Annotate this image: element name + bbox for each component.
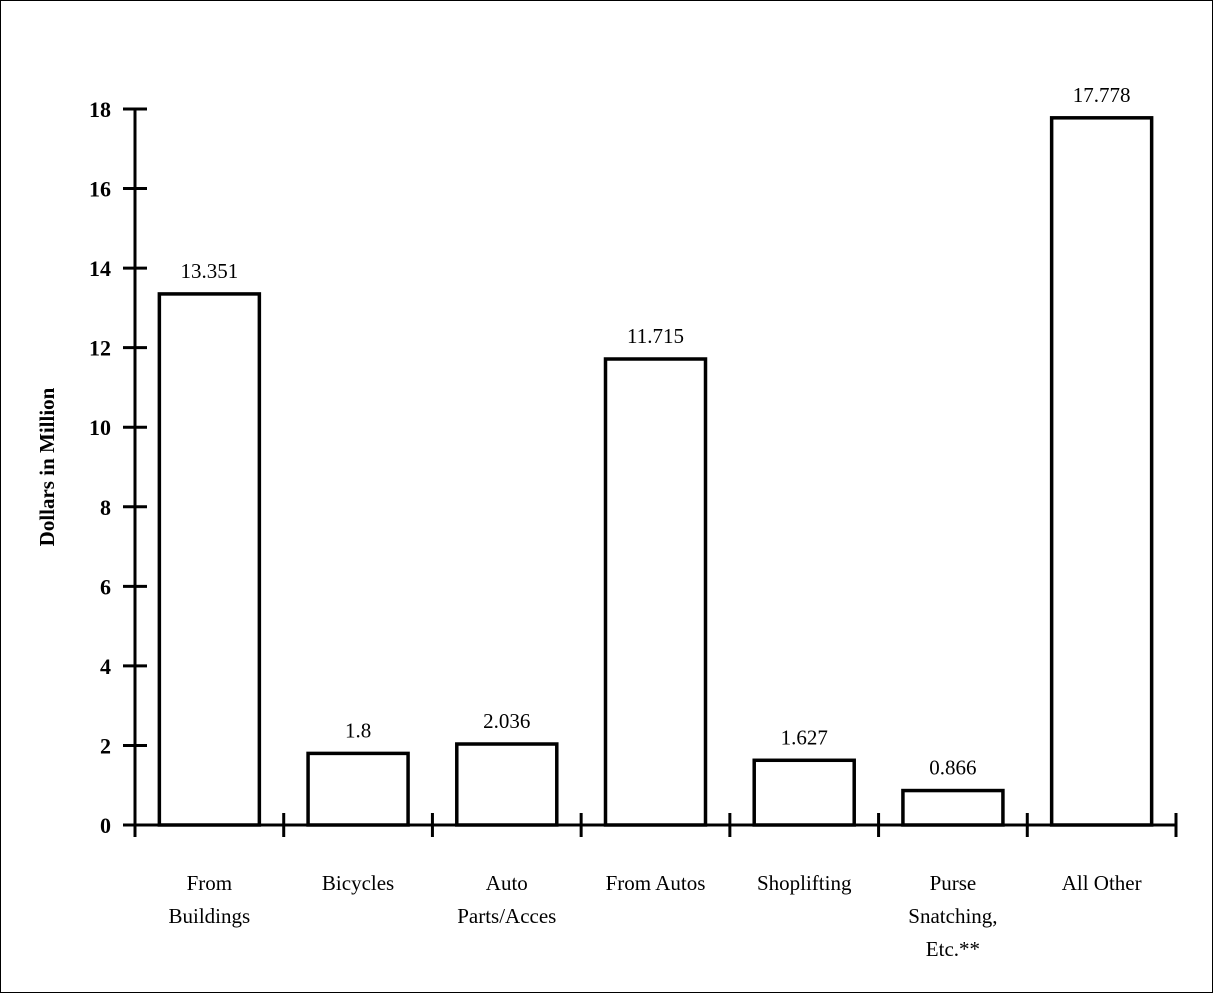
data-label-2: 2.036 — [483, 709, 530, 733]
category-label-line: Bicycles — [322, 871, 394, 895]
category-label-3: From Autos — [606, 871, 706, 895]
category-label-line: Auto — [486, 871, 528, 895]
y-tick-label-0: 0 — [100, 813, 111, 838]
axes: 0 2 4 6 8 10 12 14 16 18 — [89, 97, 1178, 838]
category-label-4: Shoplifting — [757, 871, 852, 895]
data-label-0: 13.351 — [180, 259, 238, 283]
category-label-line: From — [187, 871, 233, 895]
bar-0 — [157, 292, 262, 827]
bar-6 — [1049, 116, 1154, 827]
data-label-5: 0.866 — [929, 756, 976, 780]
category-label-line: From Autos — [606, 871, 706, 895]
data-label-6: 17.778 — [1073, 83, 1131, 107]
y-tick-label-4: 4 — [100, 654, 111, 679]
category-label-line: Shoplifting — [757, 871, 852, 895]
category-label-line: Parts/Acces — [457, 904, 556, 928]
bars — [157, 116, 1154, 827]
y-tick-label-6: 6 — [100, 574, 111, 599]
y-tick-label-8: 8 — [100, 495, 111, 520]
category-label-line: All Other — [1062, 871, 1142, 895]
data-label-1: 1.8 — [345, 718, 371, 742]
category-label-line: Snatching, — [908, 904, 997, 928]
y-tick-label-16: 16 — [89, 177, 111, 202]
category-label-line: Buildings — [169, 904, 251, 928]
y-axis-title: Dollars in Million — [35, 387, 59, 546]
bar-4 — [752, 758, 856, 827]
category-label-0: From Buildings — [169, 871, 251, 928]
y-tick-label-18: 18 — [89, 97, 111, 122]
category-label-5: Purse Snatching, Etc.** — [908, 871, 997, 961]
category-label-6: All Other — [1062, 871, 1142, 895]
category-label-2: Auto Parts/Acces — [457, 871, 556, 928]
y-tick-label-10: 10 — [89, 415, 111, 440]
y-tick-label-12: 12 — [89, 336, 111, 361]
data-label-3: 11.715 — [627, 324, 684, 348]
bar-2 — [455, 742, 559, 827]
y-tick-label-2: 2 — [100, 733, 111, 758]
bar-1 — [306, 751, 410, 827]
category-label-line: Purse — [930, 871, 977, 895]
bar-5 — [901, 788, 1005, 827]
data-label-4: 1.627 — [781, 725, 828, 749]
labels: 13.351 From Buildings 1.8 Bicycles 2.036 Auto P… — [169, 83, 1142, 961]
y-tick-label-14: 14 — [89, 256, 111, 281]
category-label-1: Bicycles — [322, 871, 394, 895]
category-label-line: Etc.** — [926, 937, 980, 961]
bar-3 — [603, 357, 708, 827]
